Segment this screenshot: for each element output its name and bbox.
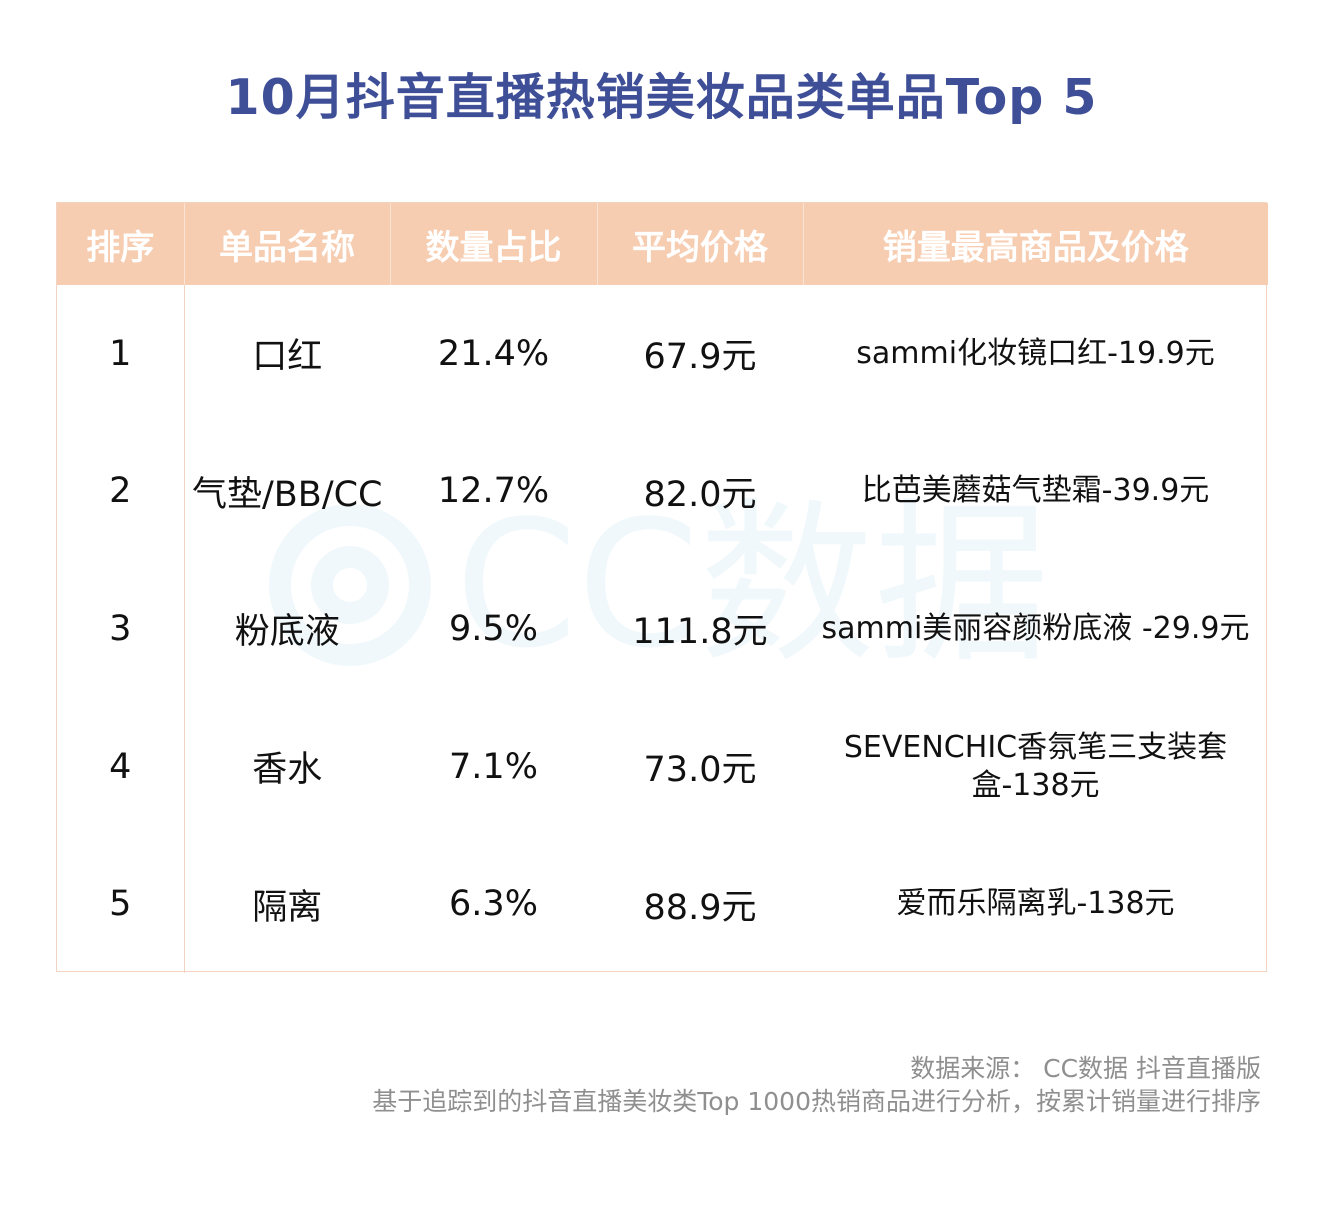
- share-cell: 7.1%: [449, 746, 538, 787]
- column-header-rank: 排序: [57, 203, 185, 285]
- table-row: 5 隔离 6.3% 88.9元 爱而乐隔离乳-138元: [57, 835, 1268, 973]
- source-line: 数据来源： CC数据 抖音直播版: [910, 1054, 1261, 1083]
- rank-cell: 5: [57, 835, 185, 973]
- name-cell: 隔离: [252, 887, 323, 928]
- share-cell: 9.5%: [449, 608, 538, 649]
- rank-cell: 4: [57, 697, 185, 836]
- column-header-name: 单品名称: [184, 203, 391, 285]
- top-item-cell: 爱而乐隔离乳-138元: [896, 886, 1175, 922]
- rank-cell: 3: [57, 560, 185, 698]
- top-item-cell: SEVENCHIC香氛笔三支装套盒-138元: [843, 729, 1228, 803]
- name-cell: 气垫/BB/CC: [192, 474, 383, 515]
- avg-price-cell: 82.0元: [643, 474, 757, 515]
- rank-cell: 1: [57, 285, 185, 423]
- share-cell: 21.4%: [437, 333, 550, 374]
- table-header-row: 排序 单品名称 数量占比 平均价格 销量最高商品及价格: [57, 203, 1268, 285]
- column-header-top-item: 销量最高商品及价格: [882, 227, 1189, 268]
- rank-cell: 2: [57, 422, 185, 561]
- methodology-note: 基于追踪到的抖音直播美妆类Top 1000热销商品进行分析，按累计销量进行排序: [372, 1087, 1261, 1116]
- name-cell: 口红: [252, 337, 323, 378]
- avg-price-cell: 73.0元: [643, 750, 757, 791]
- avg-price-cell: 111.8元: [632, 612, 768, 653]
- share-cell: 12.7%: [437, 471, 550, 512]
- name-cell: 粉底液: [234, 612, 340, 653]
- table-row: 2 气垫/BB/CC 12.7% 82.0元 比芭美蘑菇气垫霜-39.9元: [57, 422, 1268, 561]
- table-row: 3 粉底液 9.5% 111.8元 sammi美丽容颜粉底液 -29.9元: [57, 560, 1268, 698]
- column-header-share: 数量占比: [390, 203, 598, 285]
- avg-price-cell: 88.9元: [643, 887, 757, 928]
- avg-price-cell: 67.9元: [643, 337, 757, 378]
- top-item-cell: sammi化妆镜口红-19.9元: [856, 335, 1215, 371]
- table-row: 1 口红 21.4% 67.9元 sammi化妆镜口红-19.9元: [57, 285, 1268, 423]
- chart-title: 10月抖音直播热销美妆品类单品Top 5: [225, 69, 1098, 126]
- name-cell: 香水: [252, 750, 323, 791]
- share-cell: 6.3%: [449, 884, 538, 925]
- source-note: 数据来源： CC数据 抖音直播版 基于追踪到的抖音直播美妆类Top 1000热销…: [372, 1052, 1261, 1118]
- top-item-cell: sammi美丽容颜粉底液 -29.9元: [821, 610, 1250, 646]
- top-item-cell: 比芭美蘑菇气垫霜-39.9元: [861, 473, 1210, 509]
- column-header-avg-price: 平均价格: [597, 203, 804, 285]
- table-row: 4 香水 7.1% 73.0元 SEVENCHIC香氛笔三支装套盒-138元: [57, 697, 1268, 836]
- ranking-table: 排序 单品名称 数量占比 平均价格 销量最高商品及价格 1 口红 21.4% 6…: [56, 202, 1268, 973]
